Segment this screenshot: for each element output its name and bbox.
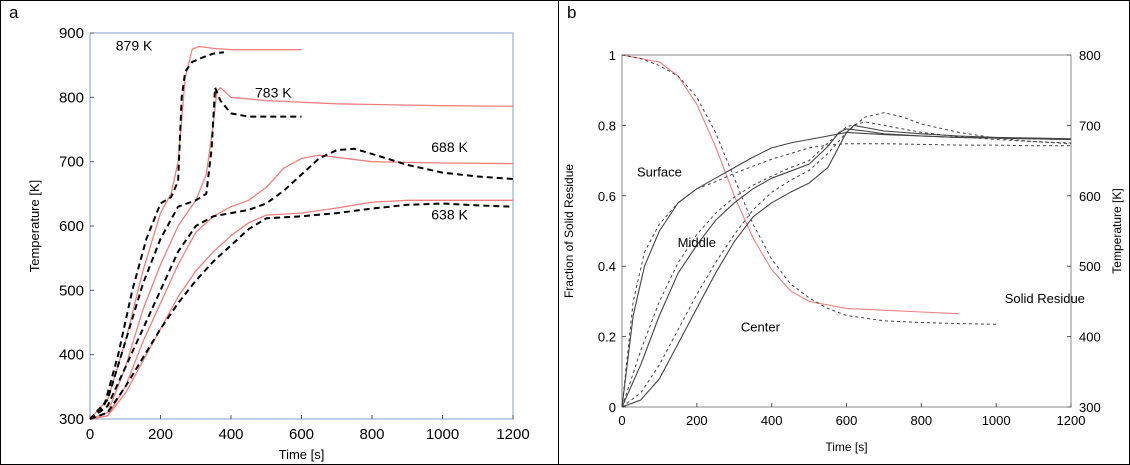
x-tick-label: 800	[910, 413, 932, 428]
series-line-6	[89, 147, 514, 420]
annotation-label: 783 K	[255, 84, 292, 100]
y-right-tick-label: 300	[1079, 400, 1101, 415]
panel-a: a 0 200 400 600 800 1000 1200 300 400 500 600 700 80…	[1, 1, 559, 464]
series-line-4	[621, 143, 1071, 408]
series-line-1	[621, 54, 959, 315]
y-tick-label: 0.4	[598, 259, 616, 274]
series-line-5	[89, 154, 514, 420]
series-line-6	[621, 121, 1072, 408]
annotation-label: 638 K	[431, 207, 468, 223]
y-tick-label: 600	[59, 218, 84, 235]
x-tick-label: 1000	[426, 426, 459, 443]
panel-label-a: a	[9, 3, 19, 22]
y-tick-label: 700	[59, 154, 84, 171]
x-tick-label: 600	[836, 413, 858, 428]
series-line-3	[621, 131, 1072, 408]
y-tick-label: 0.6	[598, 189, 616, 204]
x-tick-label: 200	[686, 413, 708, 428]
y-tick-label: 1	[609, 48, 616, 63]
annotation-label: Surface	[637, 164, 682, 179]
series-line-2	[621, 54, 997, 325]
y-axis-label: Temperature [K]	[27, 180, 42, 273]
x-tick-label: 200	[148, 426, 173, 443]
series-line-8	[621, 112, 1072, 408]
panel-label-b: b	[567, 3, 577, 22]
y-tick-label: 900	[59, 25, 84, 42]
y-tick-label: 400	[59, 347, 84, 364]
x-tick-label: 600	[289, 426, 314, 443]
series-line-3	[89, 87, 514, 420]
series-line-7	[89, 199, 513, 420]
x-tick-label: 400	[218, 426, 243, 443]
y-tick-label: 300	[59, 411, 84, 428]
x-tick-label: 0	[86, 426, 94, 443]
x-tick-label: 800	[359, 426, 384, 443]
x-axis-label: Time [s]	[279, 447, 325, 462]
y-tick-label: 0.2	[598, 330, 616, 345]
x-tick-label: 1000	[982, 413, 1011, 428]
annotation-label: Center	[741, 319, 781, 334]
annotation-label: Solid Residue	[1005, 291, 1085, 306]
y-tick-label: 0.8	[598, 118, 616, 133]
y-right-tick-label: 600	[1079, 189, 1101, 204]
series-line-2	[89, 51, 225, 420]
x-tick-label: 0	[618, 413, 625, 428]
x-tick-label: 400	[761, 413, 783, 428]
temperature-chart-a: 0 200 400 600 800 1000 1200 300 400 500 600 700 800 9…	[27, 25, 530, 462]
x-axis-label: Time [s]	[825, 440, 867, 454]
y-tick-label: 0	[609, 400, 616, 415]
series-line-5	[621, 128, 1072, 408]
y-right-tick-label: 800	[1079, 48, 1101, 63]
series-line-4	[89, 86, 302, 420]
annotation-label: 688 K	[431, 139, 468, 155]
y-tick-label: 500	[59, 282, 84, 299]
y-axis-label: Fraction of Solid Residue	[562, 164, 576, 298]
x-tick-label: 1200	[496, 426, 529, 443]
x-tick-label: 1200	[1057, 413, 1086, 428]
panel-b: b 0 200 400 600 800 1000 1200 0 0.2 0.4 0.6 0.8 1 300…	[559, 1, 1129, 464]
y-right-axis-label: Temperature [K]	[1110, 188, 1124, 273]
plot-frame	[621, 54, 1072, 408]
series-line-7	[621, 124, 1072, 408]
y-tick-label: 800	[59, 89, 84, 106]
y-right-tick-label: 700	[1079, 118, 1101, 133]
plot-frame	[89, 32, 514, 420]
annotation-label: Middle	[678, 235, 716, 250]
annotation-label: 879 K	[116, 37, 153, 53]
residue-temperature-chart-b: 0 200 400 600 800 1000 1200 0 0.2 0.4 0.6 0.8 1 300 40…	[562, 48, 1124, 454]
y-right-tick-label: 400	[1079, 330, 1101, 345]
y-right-tick-label: 500	[1079, 259, 1101, 274]
